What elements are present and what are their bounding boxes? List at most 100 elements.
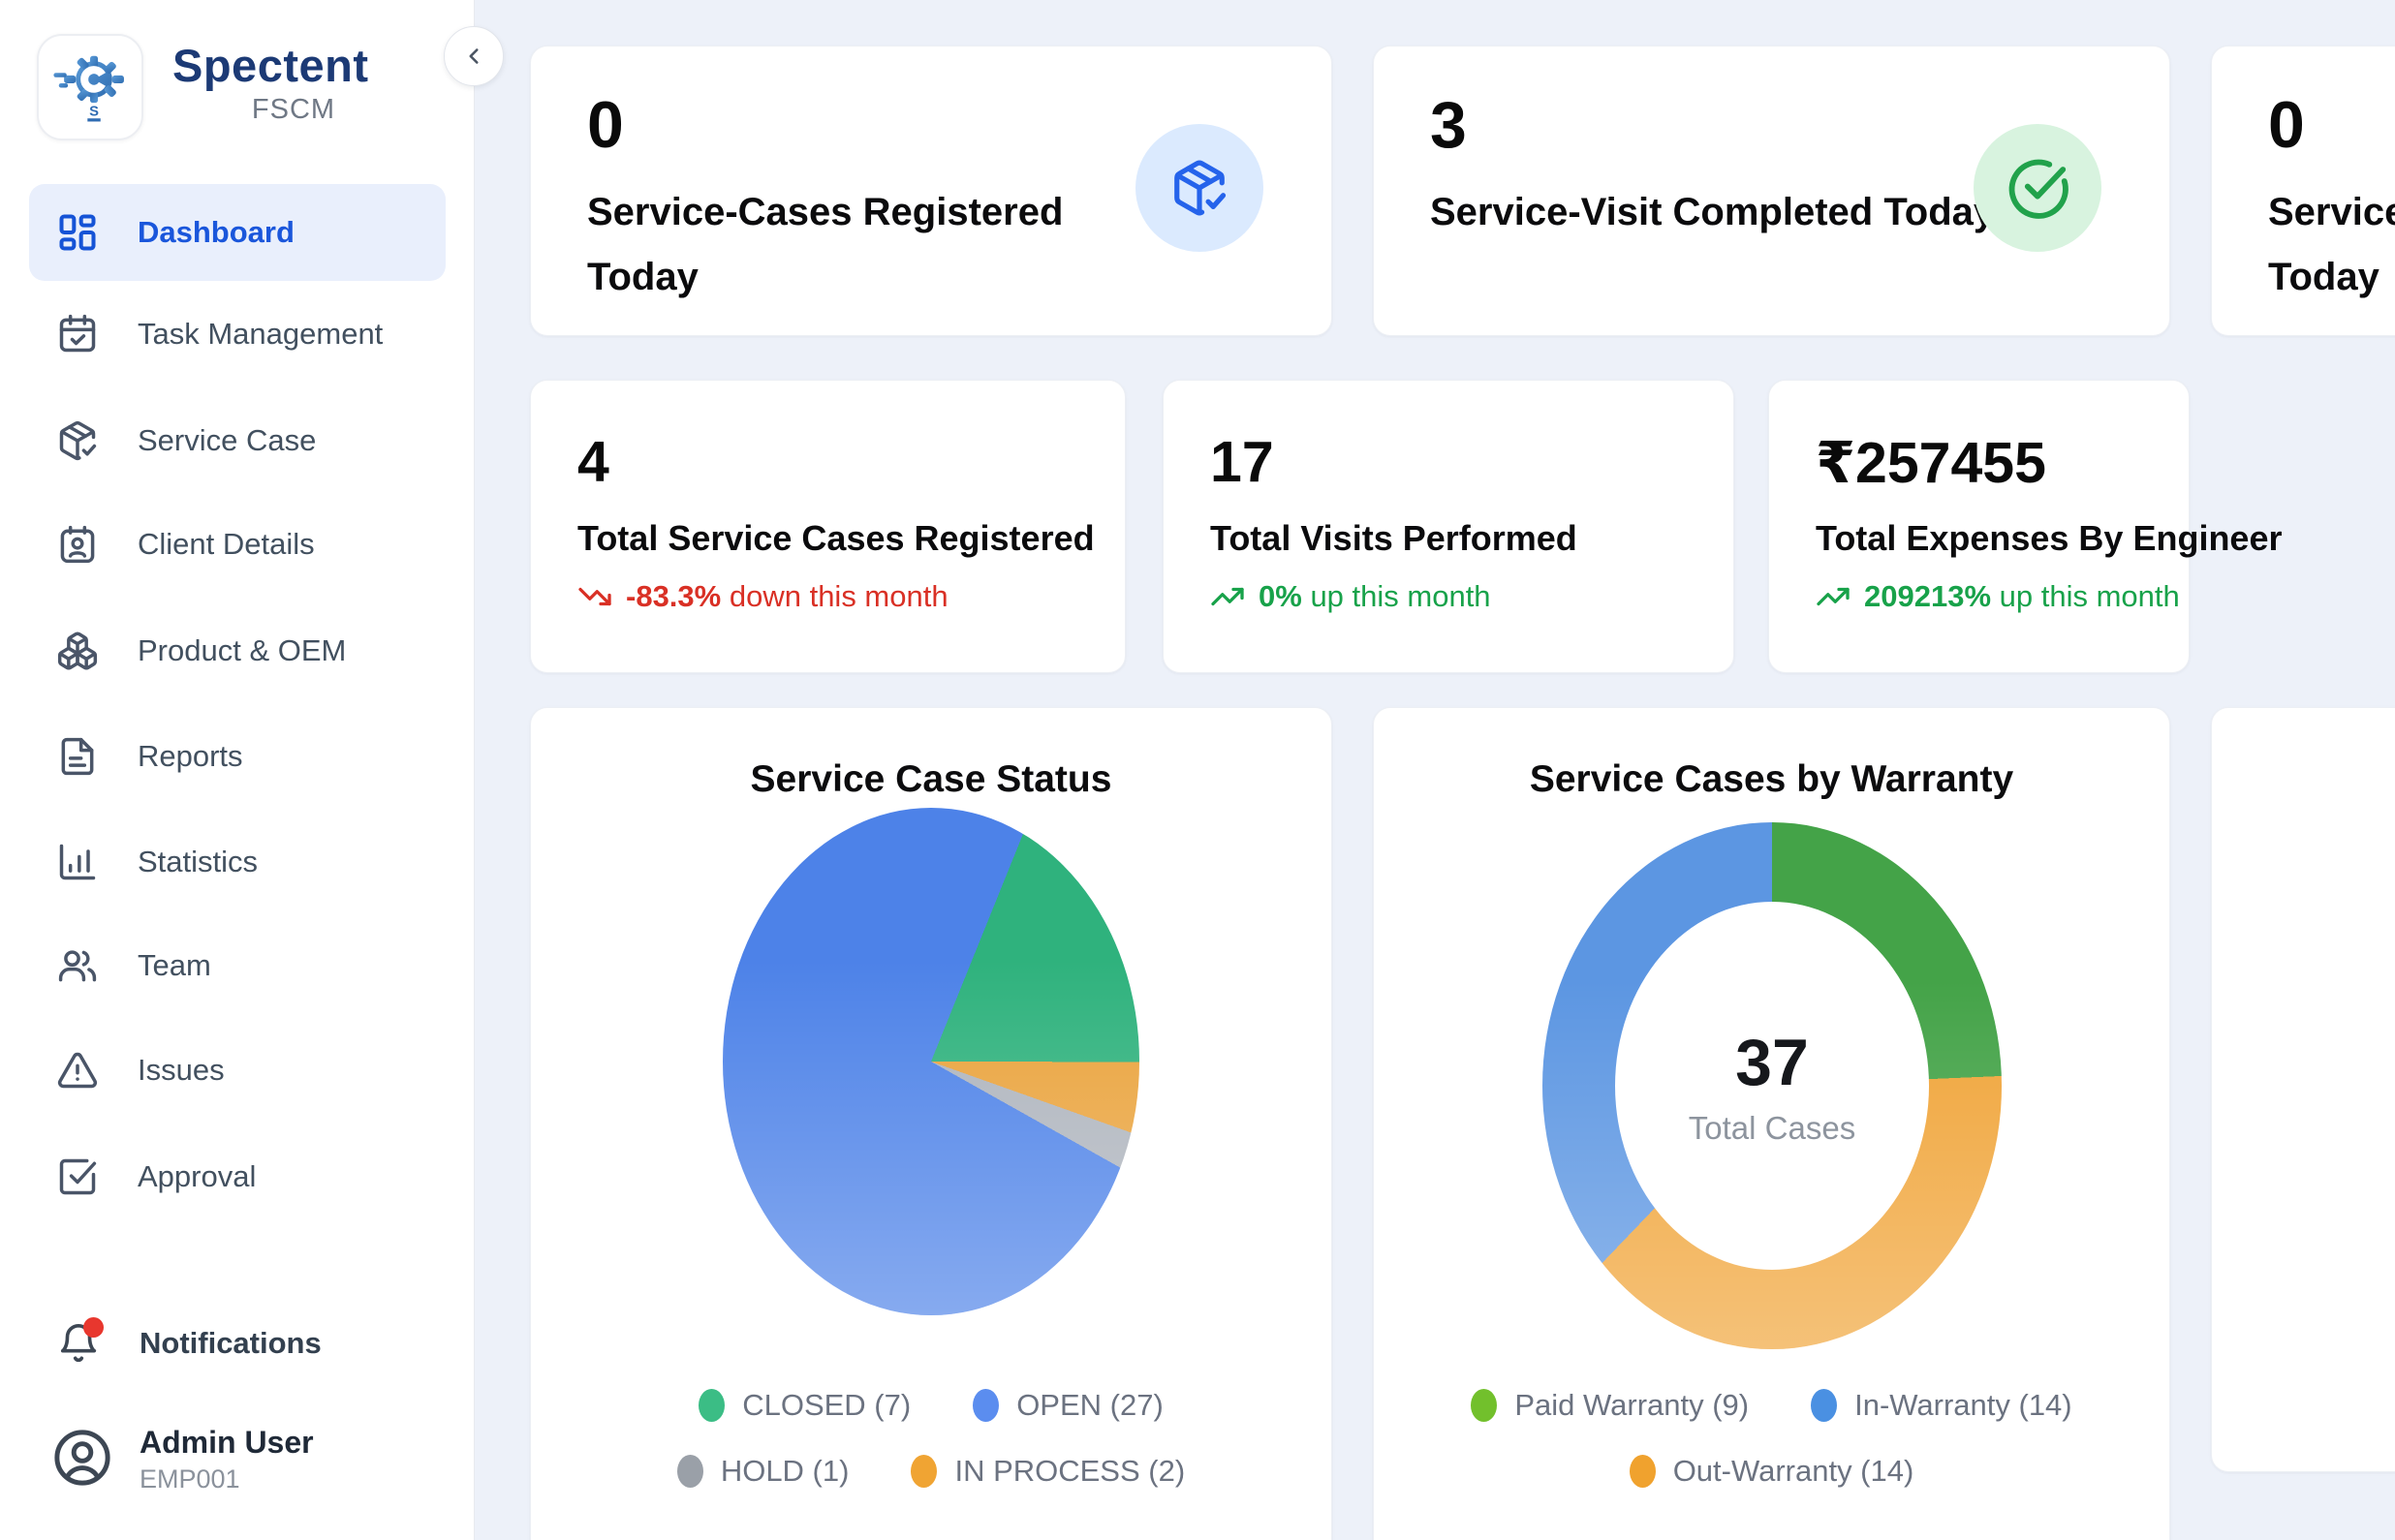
alert-triangle-icon	[56, 1049, 99, 1092]
sidebar-item-label: Approval	[138, 1159, 257, 1193]
sidebar-item-product-oem[interactable]: Product & OEM	[29, 616, 446, 686]
stat-card-total-visits: 17 Total Visits Performed 0% up this mon…	[1163, 380, 1734, 673]
sidebar-item-notifications[interactable]: Notifications	[29, 1309, 446, 1377]
sidebar-item-label: Reports	[138, 739, 243, 773]
stat-label: Service Today	[2268, 191, 2395, 298]
sidebar-item-label: Client Details	[138, 527, 315, 561]
stat-label: Service-Visit Completed Today	[1430, 191, 1996, 233]
stat-value: 0	[2268, 88, 2305, 162]
trending-up-icon	[1817, 587, 1850, 606]
legend-item-closed[interactable]: CLOSED (7)	[699, 1388, 911, 1423]
stat-card-service-cases-registered-today: 0 Service-Cases Registered Today	[530, 46, 1332, 336]
package-check-icon	[1174, 160, 1227, 216]
legend-item-out-warranty[interactable]: Out-Warranty (14)	[1629, 1454, 1914, 1489]
legend-label: In-Warranty (14)	[1854, 1388, 2072, 1422]
sidebar-item-team[interactable]: Team	[29, 931, 446, 1001]
avatar-icon	[50, 1426, 114, 1494]
app-logo: S	[37, 34, 143, 140]
sidebar-item-task-management[interactable]: Task Management	[29, 299, 446, 369]
sidebar-item-issues[interactable]: Issues	[29, 1035, 446, 1105]
sidebar-collapse-button[interactable]	[444, 26, 504, 86]
legend-dot	[676, 1455, 703, 1488]
chart-card-service-case-status: Service Case Status CLOSED (7) OPEN (27)…	[530, 707, 1332, 1540]
chart-title: Service Case Status	[750, 758, 1112, 800]
legend-item-open[interactable]: OPEN (27)	[973, 1388, 1164, 1423]
stat-value: 17	[1210, 430, 1274, 494]
brand: Spectent FSCM	[172, 39, 415, 126]
trend-indicator: -83.3% down this month	[577, 579, 949, 614]
trend-indicator: 209213% up this month	[1816, 579, 2180, 614]
trend-value: 0%	[1259, 579, 1302, 613]
service-case-status-pie-chart	[723, 808, 1139, 1315]
legend-item-hold[interactable]: HOLD (1)	[676, 1454, 850, 1489]
users-icon	[56, 944, 99, 987]
trend-value: -83.3%	[626, 579, 722, 613]
check-square-icon	[56, 1155, 99, 1198]
legend-label: IN PROCESS (2)	[954, 1454, 1186, 1488]
sidebar-item-dashboard[interactable]: Dashboard	[29, 184, 446, 281]
stat-value: 4	[577, 430, 609, 494]
sidebar: S Spectent FSCM Dashboard	[0, 0, 475, 1540]
legend-dot	[973, 1389, 1000, 1422]
sidebar-item-label: Task Management	[138, 317, 384, 351]
trend-text: up this month	[1999, 579, 2180, 613]
legend-dot	[1629, 1455, 1656, 1488]
sidebar-item-label: Service Case	[138, 423, 317, 457]
chevron-left-icon	[469, 48, 479, 64]
legend-dot	[1471, 1389, 1498, 1422]
sidebar-item-service-case[interactable]: Service Case	[29, 406, 446, 476]
sidebar-item-statistics[interactable]: Statistics	[29, 827, 446, 897]
legend-dot	[699, 1389, 726, 1422]
donut-total-value: 37	[1735, 1026, 1809, 1099]
legend-item-in-warranty[interactable]: In-Warranty (14)	[1811, 1388, 2072, 1423]
bell-icon	[56, 1317, 104, 1366]
sidebar-item-label: Statistics	[138, 845, 259, 878]
user-profile[interactable]: Admin User EMP001	[29, 1416, 446, 1503]
chart-legend: Paid Warranty (9) In-Warranty (14) Out-W…	[1461, 1388, 2082, 1489]
brand-subtitle: FSCM	[251, 94, 336, 125]
stat-label: Service-Cases Registered Today	[587, 191, 1064, 298]
circle-check-icon	[2008, 159, 2068, 219]
sidebar-item-reports[interactable]: Reports	[29, 722, 446, 791]
legend-label: HOLD (1)	[720, 1454, 850, 1488]
legend-dot	[1811, 1389, 1838, 1422]
stat-card-total-expenses: ₹257455 Total Expenses By Engineer 20921…	[1768, 380, 2282, 673]
donut-center: 37 Total Cases	[1615, 902, 1929, 1270]
sidebar-item-client-details[interactable]: Client Details	[29, 509, 446, 579]
sidebar-item-approval[interactable]: Approval	[29, 1142, 446, 1212]
stat-card-total-service-cases: 4 Total Service Cases Registered -83.3% …	[530, 380, 1126, 673]
stat-card-service-visit-completed-today: 3 Service-Visit Completed Today	[1373, 46, 2170, 336]
package-check-icon	[56, 419, 99, 462]
legend-label: Paid Warranty (9)	[1514, 1388, 1750, 1422]
legend-item-in-process[interactable]: IN PROCESS (2)	[911, 1454, 1185, 1489]
trending-up-icon	[1211, 587, 1244, 606]
chart-legend: CLOSED (7) OPEN (27) HOLD (1) IN PROCESS…	[589, 1388, 1273, 1489]
notification-badge	[83, 1317, 104, 1338]
stat-card-partial: 0 Service Today	[2211, 46, 2395, 336]
legend-label: Out-Warranty (14)	[1672, 1454, 1914, 1488]
calendar-check-icon	[56, 313, 99, 355]
user-name: Admin User	[140, 1425, 314, 1460]
notifications-label: Notifications	[140, 1326, 322, 1360]
trend-value: 209213%	[1864, 579, 1992, 613]
trending-down-icon	[578, 587, 611, 606]
bar-chart-icon	[56, 841, 99, 883]
stat-value: ₹257455	[1816, 431, 2046, 495]
stat-icon-circle	[1135, 124, 1263, 252]
stat-label: Total Expenses By Engineer	[1816, 518, 2283, 558]
stat-label: Total Visits Performed	[1210, 518, 1577, 558]
stat-value: 0	[587, 88, 624, 162]
contact-card-icon	[56, 523, 99, 566]
boxes-icon	[56, 630, 99, 672]
gear-logo-icon: S	[53, 55, 124, 122]
stat-label: Total Service Cases Registered	[577, 518, 1095, 558]
brand-name: Spectent	[172, 40, 369, 91]
trend-text: down this month	[729, 579, 949, 613]
sidebar-item-label: Team	[138, 948, 211, 982]
warranty-donut-chart: 37 Total Cases	[1542, 822, 2002, 1349]
chart-card-partial	[2211, 707, 2395, 1472]
legend-label: OPEN (27)	[1016, 1388, 1164, 1422]
legend-item-paid-warranty[interactable]: Paid Warranty (9)	[1471, 1388, 1749, 1423]
sidebar-item-label: Product & OEM	[138, 633, 347, 667]
stat-value: 3	[1430, 88, 1467, 162]
